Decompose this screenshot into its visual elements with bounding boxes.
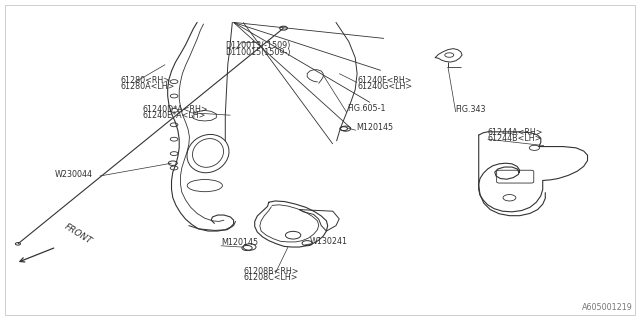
Text: 61240E*A<LH>: 61240E*A<LH> [142,111,205,120]
Text: W230044: W230044 [55,170,93,179]
Text: 61280A<LH>: 61280A<LH> [120,82,175,91]
Text: 61244B<LH>: 61244B<LH> [488,134,542,143]
Text: 61208B<RH>: 61208B<RH> [243,267,299,276]
Text: 61240D*A<RH>: 61240D*A<RH> [142,105,208,114]
Text: W130241: W130241 [310,237,348,246]
Text: 61208C<LH>: 61208C<LH> [243,273,298,282]
Text: 61240F<RH>: 61240F<RH> [357,76,412,85]
Text: D110013(-1509): D110013(-1509) [225,41,291,50]
Text: FIG.605-1: FIG.605-1 [347,104,385,113]
Text: 61280<RH>: 61280<RH> [120,76,170,85]
Text: 61240G<LH>: 61240G<LH> [357,82,412,91]
Text: D110015(1509-): D110015(1509-) [225,48,291,57]
Text: M120145: M120145 [356,123,394,132]
Text: A605001219: A605001219 [582,303,632,312]
Text: 61244A<RH>: 61244A<RH> [488,128,543,137]
Text: M120145: M120145 [221,238,258,247]
Text: FIG.343: FIG.343 [456,105,486,114]
Text: FRONT: FRONT [63,222,93,246]
